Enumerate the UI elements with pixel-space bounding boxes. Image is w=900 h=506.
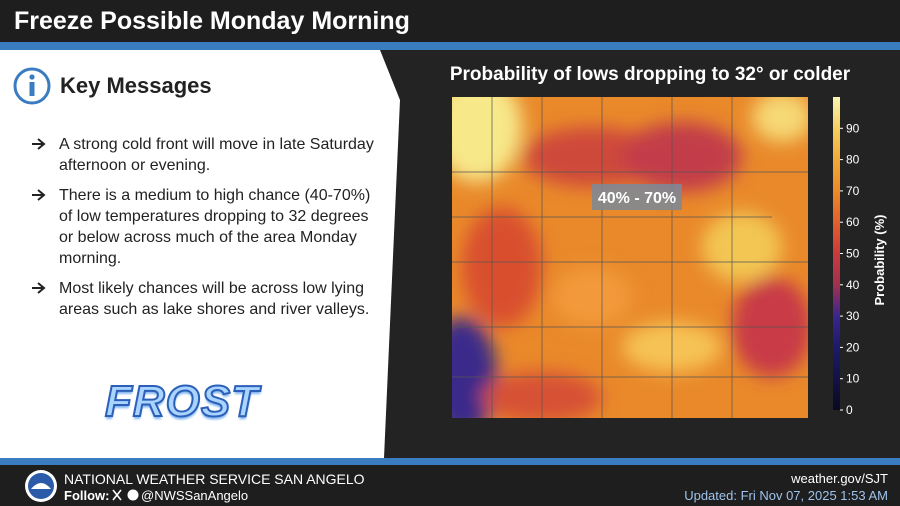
bullet: There is a medium to high chance (40-70%… [32, 185, 382, 269]
social-icons [112, 489, 139, 501]
tick-label: 50 [846, 247, 860, 261]
website[interactable]: weather.gov/SJT [791, 471, 888, 486]
bullet-list: A strong cold front will move in late Sa… [32, 134, 382, 329]
tick-label: 70 [846, 184, 860, 198]
bullet: Most likely chances will be across low l… [32, 278, 382, 320]
map: 40% - 70% [452, 97, 808, 418]
updated-time: Updated: Fri Nov 07, 2025 1:53 AM [684, 488, 888, 503]
bullet-text: Most likely chances will be across low l… [59, 280, 370, 318]
tick-label: 60 [846, 215, 860, 229]
colorbar-label: Probability (%) [872, 214, 887, 305]
arrow-icon [32, 138, 46, 150]
tick-label: 80 [846, 153, 860, 167]
map-title: Probability of lows dropping to 32° or c… [449, 64, 851, 85]
social-handle[interactable]: @NWSSanAngelo [141, 488, 249, 503]
office-name: NATIONAL WEATHER SERVICE SAN ANGELO [64, 471, 365, 487]
arrow-icon [32, 282, 46, 294]
panels [0, 50, 400, 458]
frost-image: FROST [104, 376, 260, 427]
stripe [0, 458, 900, 465]
header-title: Freeze Possible Monday Morning [0, 0, 900, 42]
footer: NATIONAL WEATHER SERVICE SAN ANGELO Foll… [0, 465, 900, 506]
colorbar: Probability (%) 0 10 20 30 40 50 60 70 80 90 [833, 97, 887, 417]
follow-label: Follow: [64, 488, 110, 503]
tick-label: 20 [846, 340, 860, 354]
bullet-text: A strong cold front will move in late Sa… [59, 136, 374, 174]
key-messages-title: Key Messages [60, 73, 212, 98]
overlay-label: 40% - 70% [598, 190, 676, 207]
arrow-icon [32, 189, 46, 201]
nws-logo [25, 470, 57, 502]
bullet-text: There is a medium to high chance (40-70%… [59, 187, 371, 267]
tick-label: 0 [846, 403, 853, 417]
tick-label: 10 [846, 372, 860, 386]
tick-label: 30 [846, 309, 860, 323]
stripe [0, 42, 900, 50]
tick-label: 40 [846, 278, 860, 292]
tick-label: 90 [846, 121, 860, 135]
bullet: A strong cold front will move in late Sa… [32, 134, 382, 176]
